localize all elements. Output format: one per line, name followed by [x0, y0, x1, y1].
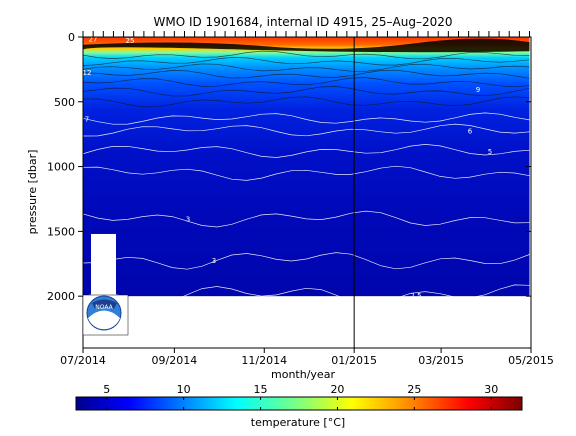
contour-line	[83, 77, 530, 88]
y-tick-label: 0	[68, 31, 75, 44]
contour-line	[83, 252, 530, 270]
temperature-fill	[83, 37, 530, 297]
x-tick-label: 05/2015	[508, 354, 554, 367]
contour-line	[83, 284, 530, 306]
y-tick-label: 500	[54, 96, 75, 109]
x-tick-label: 11/2014	[241, 354, 287, 367]
contour-line	[83, 57, 530, 66]
x-axis-label: month/year	[271, 368, 335, 381]
noaa-logo: NOAA	[82, 294, 129, 336]
contour-line	[83, 63, 530, 72]
temperature-field: 27 25 12 9 7 6 5 3 3 2.5	[83, 36, 530, 306]
contour-line	[83, 96, 530, 108]
x-axis: 07/2014 09/2014 11/2014 01/2015 03/2015 05/20…	[60, 31, 554, 367]
contour-label: 25	[126, 37, 135, 45]
contour-label: 9	[476, 86, 480, 94]
colorbar-tick-label: 25	[407, 383, 421, 396]
contour-line	[83, 69, 530, 79]
contour-line	[83, 50, 530, 60]
colorbar-gradient	[75, 396, 523, 411]
colorbar-tick-label: 20	[330, 383, 344, 396]
y-tick-label: 1000	[47, 161, 75, 174]
contour-line	[83, 123, 530, 137]
y-tick-label: 1500	[47, 225, 75, 238]
contour-line	[83, 210, 530, 228]
x-tick-label: 01/2015	[331, 354, 377, 367]
contour-label: 2.5	[410, 292, 421, 300]
colorbar-tick-label: 30	[484, 383, 498, 396]
chart-title: WMO ID 1901684, internal ID 4915, 25–Aug…	[153, 15, 452, 29]
contour-line	[83, 86, 530, 97]
colorbar-tick-label: 5	[103, 383, 110, 396]
contour-label: 3	[212, 257, 216, 265]
colorbar-tick-label: 15	[254, 383, 268, 396]
contour-label: 27	[89, 36, 98, 44]
contour-label: 12	[83, 69, 92, 77]
contour-label: 7	[85, 116, 89, 124]
colorbar-label: temperature [°C]	[251, 416, 345, 429]
colorbar-tick-label: 10	[177, 383, 191, 396]
y-axis: 0 500 1000 1500 2000	[47, 31, 531, 303]
contour-line	[83, 144, 530, 158]
plot-area: 27 25 12 9 7 6 5 3 3 2.5 0 500 1000 1500 2000 07/2014…	[47, 31, 554, 367]
contour-label: 6	[468, 127, 473, 135]
x-tick-label: 07/2014	[60, 354, 106, 367]
x-tick-label: 09/2014	[152, 354, 198, 367]
y-axis-label: pressure [dbar]	[26, 150, 39, 235]
contour-line	[83, 165, 530, 181]
thermocline-band	[83, 38, 530, 53]
colorbar: 5 10 15 20 25 30 temperature [°C]	[75, 383, 523, 429]
colorbar-ticks: 5 10 15 20 25 30	[103, 383, 498, 410]
contour-label: 5	[488, 148, 492, 156]
contour-line	[83, 112, 530, 125]
logo-text: NOAA	[95, 304, 113, 311]
missing-data-region	[91, 233, 116, 298]
contour-label: 3	[186, 215, 190, 223]
x-tick-label: 03/2015	[418, 354, 464, 367]
plot-frame	[82, 36, 532, 349]
y-tick-label: 2000	[47, 290, 75, 303]
